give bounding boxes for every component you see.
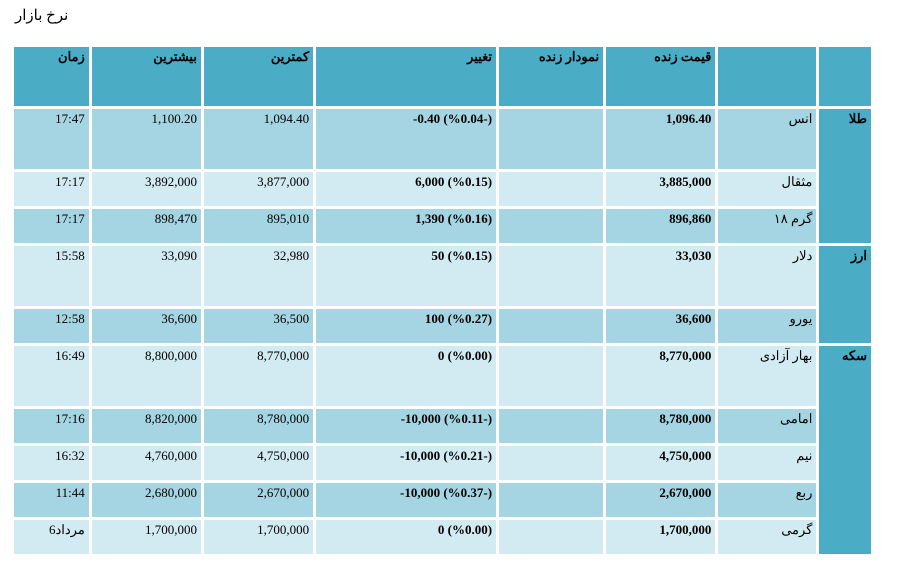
name-cell: گرم ۱۸ [718, 209, 817, 243]
low-cell: 8,770,000 [203, 346, 314, 406]
name-cell: یورو [718, 309, 817, 343]
live-chart-cell [499, 246, 604, 306]
change-cell: -10,000 (%0.37-) [316, 483, 497, 517]
time-cell: 6مرداد [14, 520, 89, 554]
name-cell: نیم [718, 446, 817, 480]
live-chart-cell [499, 409, 604, 443]
table-row: 16:49 8,800,000 8,770,000 0 (%0.00) 8,77… [14, 346, 871, 554]
change-cell: 6,000 (%0.15) [316, 172, 497, 206]
table-row: 17:16 8,820,000 8,780,000 -10,000 (%0.11… [14, 409, 871, 443]
header-low: کمترین [203, 47, 314, 106]
table-row: 11:44 2,680,000 2,670,000 -10,000 (%0.37… [14, 483, 871, 517]
high-cell: 3,892,000 [91, 172, 201, 206]
live-price-cell: 8,770,000 [606, 346, 716, 406]
change-cell: 1,390 (%0.16) [316, 209, 497, 243]
live-chart-cell [499, 346, 604, 406]
change-cell: -10,000 (%0.21-) [316, 446, 497, 480]
live-price-cell: 2,670,000 [606, 483, 716, 517]
live-chart-cell [499, 446, 604, 480]
high-cell: 8,800,000 [91, 346, 201, 406]
table-header-row: زمان بیشترین کمترین تغییر نمودار زنده قی… [14, 47, 871, 106]
live-chart-cell [499, 209, 604, 243]
header-time: زمان [14, 47, 89, 106]
change-cell: -10,000 (%0.11-) [316, 409, 497, 443]
time-cell: 16:49 [14, 346, 89, 406]
time-cell: 12:58 [14, 309, 89, 343]
table-row: 12:58 36,600 36,500 100 (%0.27) 36,600 ی… [14, 309, 871, 343]
high-cell: 8,820,000 [91, 409, 201, 443]
header-live-chart: نمودار زنده [499, 47, 604, 106]
change-cell: 0 (%0.00) [316, 520, 497, 554]
high-cell: 898,470 [91, 209, 201, 243]
time-cell: 17:17 [14, 209, 89, 243]
high-cell: 33,090 [91, 246, 201, 306]
name-cell: انس [718, 109, 817, 169]
header-high: بیشترین [91, 47, 201, 106]
live-chart-cell [499, 520, 604, 554]
market-rates-table: زمان بیشترین کمترین تغییر نمودار زنده قی… [11, 44, 874, 557]
low-cell: 1,700,000 [203, 520, 314, 554]
high-cell: 1,100.20 [91, 109, 201, 169]
live-price-cell: 3,885,000 [606, 172, 716, 206]
low-cell: 4,750,000 [203, 446, 314, 480]
live-price-cell: 1,096.40 [606, 109, 716, 169]
live-price-cell: 1,700,000 [606, 520, 716, 554]
live-chart-cell [499, 483, 604, 517]
high-cell: 2,680,000 [91, 483, 201, 517]
live-chart-cell [499, 309, 604, 343]
header-category [819, 47, 871, 106]
change-cell: 0 (%0.00) [316, 346, 497, 406]
live-chart-cell [499, 109, 604, 169]
change-cell: -0.40 (%0.04-) [316, 109, 497, 169]
low-cell: 8,780,000 [203, 409, 314, 443]
name-cell: دلار [718, 246, 817, 306]
time-cell: 17:17 [14, 172, 89, 206]
table-row: 17:17 898,470 895,010 1,390 (%0.16) 896,… [14, 209, 871, 243]
category-cell-gold: طلا [819, 109, 871, 243]
table-row: 17:47 1,100.20 1,094.40 -0.40 (%0.04-) 1… [14, 109, 871, 243]
low-cell: 3,877,000 [203, 172, 314, 206]
category-cell-currency: ارز [819, 246, 871, 343]
high-cell: 4,760,000 [91, 446, 201, 480]
low-cell: 2,670,000 [203, 483, 314, 517]
live-price-cell: 8,780,000 [606, 409, 716, 443]
header-change: تغییر [316, 47, 497, 106]
name-cell: گرمی [718, 520, 817, 554]
table-row: 17:17 3,892,000 3,877,000 6,000 (%0.15) … [14, 172, 871, 206]
header-live-price: قیمت زنده [606, 47, 716, 106]
live-price-cell: 36,600 [606, 309, 716, 343]
high-cell: 1,700,000 [91, 520, 201, 554]
low-cell: 895,010 [203, 209, 314, 243]
name-cell: امامی [718, 409, 817, 443]
low-cell: 32,980 [203, 246, 314, 306]
live-price-cell: 896,860 [606, 209, 716, 243]
live-price-cell: 4,750,000 [606, 446, 716, 480]
time-cell: 15:58 [14, 246, 89, 306]
time-cell: 17:16 [14, 409, 89, 443]
low-cell: 1,094.40 [203, 109, 314, 169]
high-cell: 36,600 [91, 309, 201, 343]
header-name [718, 47, 817, 106]
low-cell: 36,500 [203, 309, 314, 343]
change-cell: 50 (%0.15) [316, 246, 497, 306]
table-row: 15:58 33,090 32,980 50 (%0.15) 33,030 دل… [14, 246, 871, 343]
name-cell: بهار آزادی [718, 346, 817, 406]
category-cell-coin: سکه [819, 346, 871, 554]
time-cell: 11:44 [14, 483, 89, 517]
time-cell: 16:32 [14, 446, 89, 480]
live-chart-cell [499, 172, 604, 206]
page-title: نرخ بازار [15, 8, 69, 24]
live-price-cell: 33,030 [606, 246, 716, 306]
time-cell: 17:47 [14, 109, 89, 169]
table-row: 16:32 4,760,000 4,750,000 -10,000 (%0.21… [14, 446, 871, 480]
name-cell: مثقال [718, 172, 817, 206]
table-row: 6مرداد 1,700,000 1,700,000 0 (%0.00) 1,7… [14, 520, 871, 554]
change-cell: 100 (%0.27) [316, 309, 497, 343]
name-cell: ربع [718, 483, 817, 517]
